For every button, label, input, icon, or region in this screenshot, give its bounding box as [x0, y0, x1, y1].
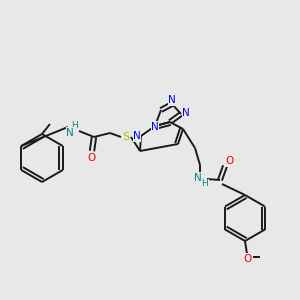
Text: O: O: [244, 254, 252, 264]
Text: H: H: [70, 122, 77, 130]
Text: H: H: [202, 179, 208, 188]
Text: O: O: [226, 156, 234, 166]
Text: N: N: [194, 173, 202, 183]
Text: N: N: [66, 128, 74, 138]
Text: S: S: [122, 132, 130, 142]
Text: N: N: [168, 95, 176, 105]
Text: O: O: [88, 153, 96, 163]
Text: N: N: [133, 131, 141, 141]
Text: N: N: [182, 108, 190, 118]
Text: N: N: [151, 122, 159, 132]
